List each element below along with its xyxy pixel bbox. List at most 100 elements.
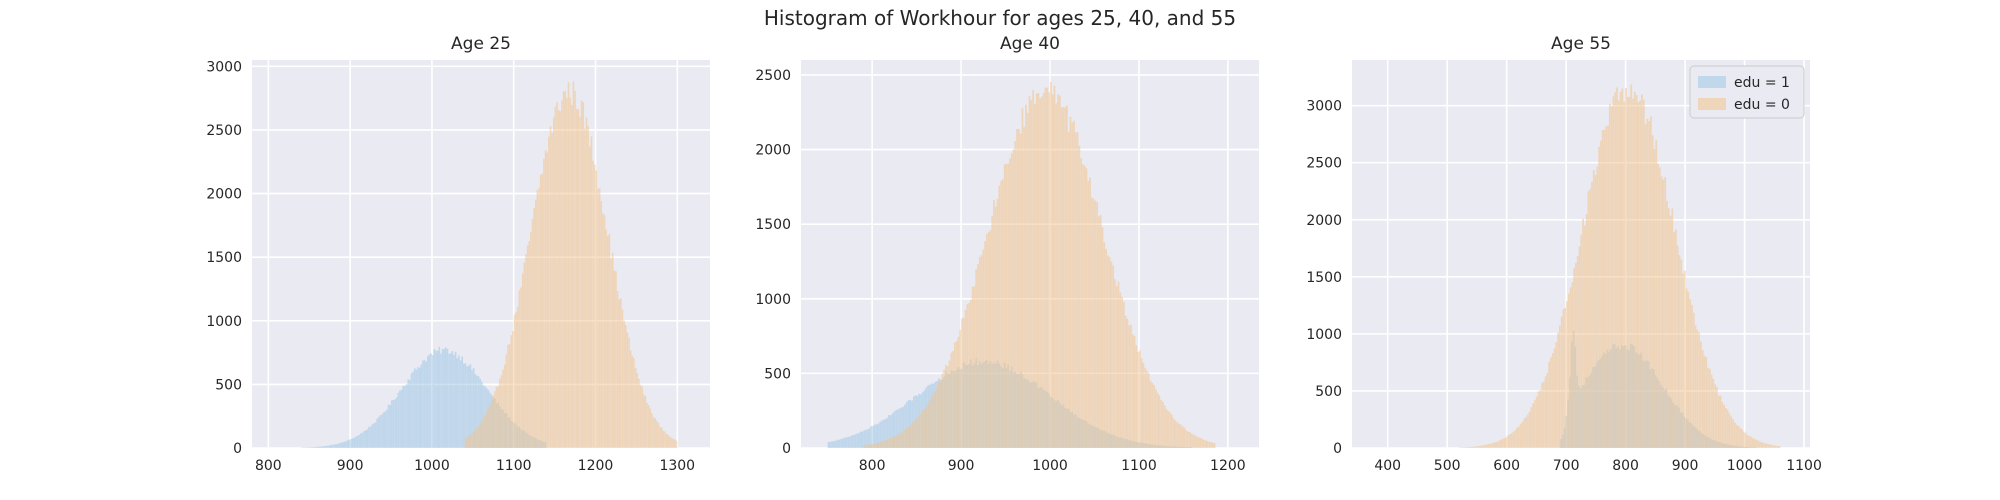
histogram-bar xyxy=(675,440,678,448)
y-tick-label: 1500 xyxy=(1306,270,1342,286)
histogram-bar xyxy=(1064,107,1067,449)
histogram-bar xyxy=(479,378,481,448)
histogram-bar xyxy=(1551,353,1554,448)
histogram-bar xyxy=(1749,436,1752,448)
histogram-bar xyxy=(469,435,472,448)
x-tick-label: 1100 xyxy=(1121,458,1157,474)
histogram-bar xyxy=(467,436,470,448)
histogram-bar xyxy=(870,444,873,448)
legend-label: edu = 1 xyxy=(1734,75,1790,91)
histogram-bar xyxy=(1742,431,1745,448)
histogram-bar xyxy=(423,360,426,448)
histogram-bar xyxy=(566,97,568,449)
histogram-bar xyxy=(1525,416,1527,448)
y-tick-label: 2000 xyxy=(1306,213,1342,229)
histogram-bar xyxy=(884,440,887,448)
histogram-bar xyxy=(1596,166,1599,448)
x-tick-label: 400 xyxy=(1374,458,1401,474)
histogram-bar xyxy=(623,320,625,448)
histogram-bar xyxy=(332,444,334,448)
histogram-bar xyxy=(526,245,529,448)
histogram-bar xyxy=(1170,414,1173,448)
histogram-bar xyxy=(1692,312,1695,448)
histogram-bar xyxy=(1112,265,1115,448)
histogram-bar xyxy=(481,421,483,448)
histogram-bar xyxy=(1131,334,1134,448)
histogram-bar xyxy=(548,136,550,449)
histogram-bar xyxy=(957,336,960,448)
histogram-bar xyxy=(405,384,408,448)
histogram-bar xyxy=(1746,434,1749,448)
histogram-bar xyxy=(872,443,874,448)
histogram-bar xyxy=(1178,423,1180,448)
histogram-bar xyxy=(1614,92,1617,448)
histogram-bar xyxy=(1567,293,1570,448)
histogram-bar xyxy=(1589,188,1592,448)
histogram-bar xyxy=(1110,261,1113,448)
histogram-bar xyxy=(1010,153,1013,448)
histogram-bar xyxy=(574,90,576,449)
histogram-bar xyxy=(1053,85,1056,448)
histogram-bar xyxy=(602,213,604,448)
histogram-bar xyxy=(1057,94,1059,449)
histogram-bar xyxy=(850,435,853,448)
histogram-bar xyxy=(1616,87,1618,449)
histogram-bar xyxy=(515,312,517,448)
histogram-bar xyxy=(1500,439,1502,448)
histogram-bar xyxy=(484,415,486,448)
histogram-bar xyxy=(1748,435,1750,448)
histogram-bar xyxy=(1190,433,1193,448)
histogram-bar xyxy=(376,418,378,448)
histogram-bar xyxy=(1626,96,1629,448)
histogram-bar xyxy=(889,437,892,448)
y-tick-label: 2500 xyxy=(1306,156,1342,172)
histogram-bar xyxy=(402,385,405,448)
histogram-bar xyxy=(1464,447,1467,448)
histogram-bar xyxy=(575,108,578,448)
histogram-bar xyxy=(1667,207,1670,448)
histogram-bar xyxy=(597,188,599,449)
chart-title-age-55: Age 55 xyxy=(1551,34,1611,54)
histogram-bar xyxy=(667,434,670,448)
y-tick-label: 1000 xyxy=(206,314,242,330)
histogram-bar xyxy=(1188,431,1191,448)
histogram-bar xyxy=(950,352,953,448)
histogram-bar xyxy=(1607,125,1609,448)
histogram-bar xyxy=(466,437,468,448)
histogram-bar xyxy=(1760,442,1763,448)
histogram-bar xyxy=(454,351,457,448)
histogram-bar xyxy=(1632,98,1634,448)
histogram-bar xyxy=(359,433,362,448)
histogram-bar xyxy=(500,375,503,448)
histogram-age-25: 800 900 1000 1100 1200 1300 0 500 1000 1500 2000 25… xyxy=(206,59,710,474)
histogram-bar xyxy=(440,353,442,448)
histogram-bar xyxy=(865,445,867,448)
y-tick-label: 1000 xyxy=(1306,327,1342,343)
histogram-bar xyxy=(374,422,377,448)
histogram-bar xyxy=(340,442,342,448)
x-tick-label: 800 xyxy=(859,458,886,474)
histogram-bar xyxy=(925,406,928,448)
histogram-bar xyxy=(448,353,450,448)
histogram-bar xyxy=(1765,443,1768,448)
histogram-bar xyxy=(1539,390,1542,448)
histogram-bar xyxy=(1696,329,1699,448)
histogram-bar xyxy=(503,364,506,448)
histogram-bar xyxy=(464,363,467,448)
histogram-bar xyxy=(562,91,565,448)
legend-swatch xyxy=(1698,98,1726,110)
histogram-bar xyxy=(1733,422,1736,448)
histogram-bar xyxy=(567,82,570,448)
histogram-bar xyxy=(1480,445,1483,448)
histogram-bar xyxy=(1485,444,1488,448)
histogram-bar xyxy=(1158,395,1161,448)
histogram-bar xyxy=(961,318,963,448)
histogram-bar xyxy=(631,355,634,448)
histogram-bar xyxy=(616,291,619,448)
histogram-bar xyxy=(1644,124,1647,448)
histogram-bar xyxy=(1482,445,1485,448)
histogram-bar xyxy=(902,430,905,448)
histogram-bar xyxy=(1699,341,1702,448)
histogram-bar xyxy=(1564,307,1567,448)
histogram-bar xyxy=(652,417,655,448)
